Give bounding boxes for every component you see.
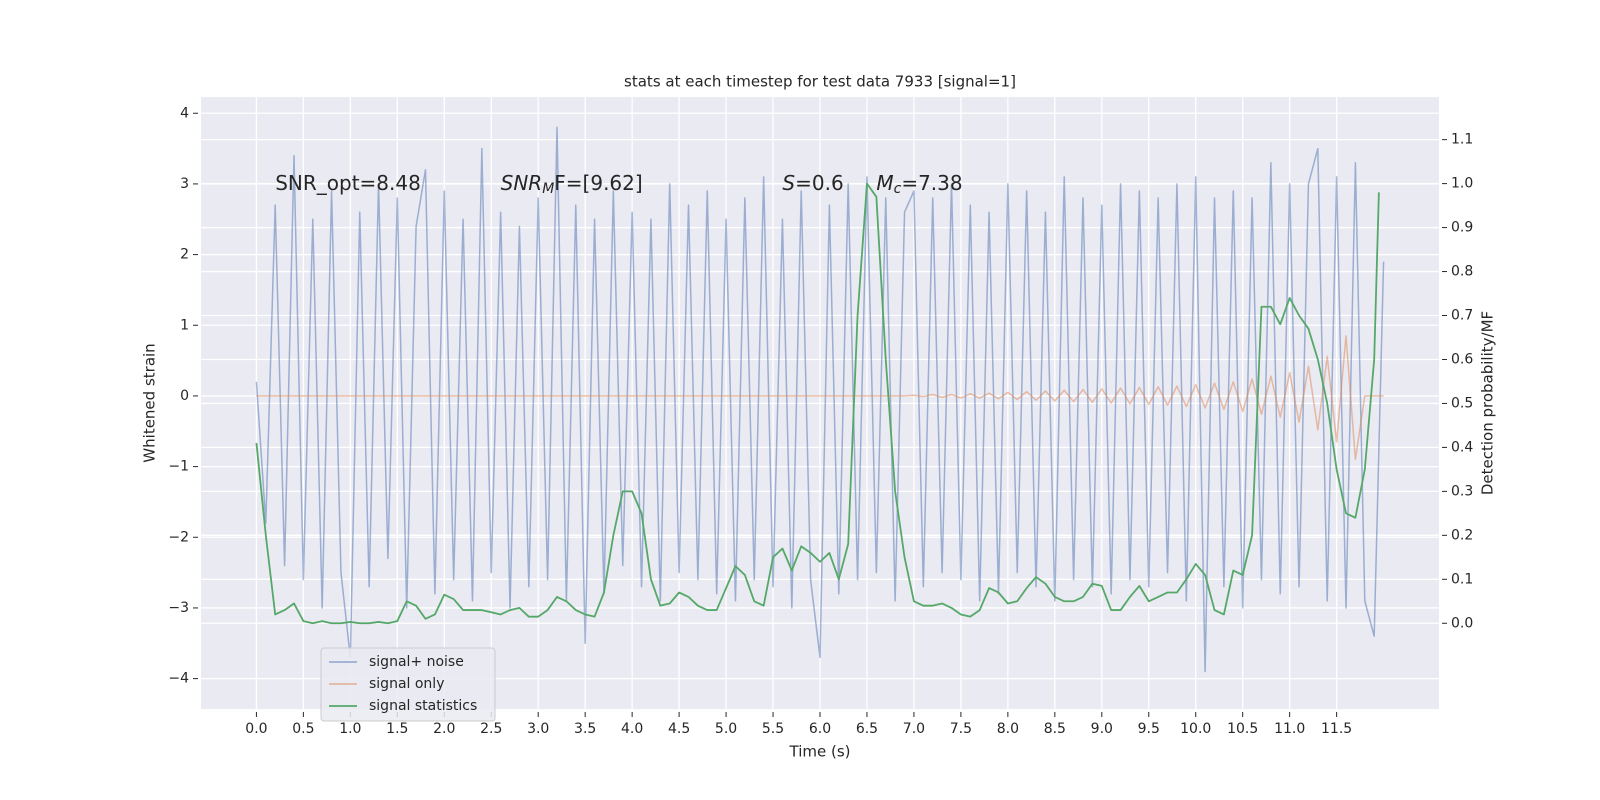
y-tick-label: 4 (180, 105, 189, 121)
y2-tick-label: 1.0 (1451, 176, 1473, 192)
y2-tick-label: 0.9 (1451, 220, 1473, 236)
y2-tick-label: 0.6 (1451, 351, 1473, 367)
chart-title: stats at each timestep for test data 793… (624, 73, 1016, 91)
y2-tick-label: 0.1 (1451, 571, 1473, 587)
y2-tick-label: 1.1 (1451, 132, 1473, 148)
x-tick-label: 6.0 (809, 721, 831, 737)
x-tick-label: 7.0 (903, 721, 925, 737)
legend-box (320, 647, 496, 722)
y-tick-label: 0 (180, 388, 189, 404)
y-tick-label: −4 (168, 671, 189, 687)
x-tick-label: 9.0 (1091, 721, 1113, 737)
x-tick-label: 10.0 (1180, 721, 1211, 737)
y-axis-label: Whitened strain (141, 343, 159, 462)
x-tick-label: 2.5 (480, 721, 502, 737)
y2-tick-label: 0.5 (1451, 395, 1473, 411)
annotation-text: =7.38 (901, 170, 962, 194)
legend-label: signal only (369, 676, 444, 692)
x-tick-label: 4.0 (621, 721, 643, 737)
x-tick-label: 11.0 (1274, 721, 1305, 737)
x-tick-label: 3.0 (527, 721, 549, 737)
series-line (255, 126, 1385, 673)
x-tick-label: 3.5 (574, 721, 596, 737)
y-tick-label: 3 (180, 176, 189, 192)
series-line (256, 335, 1384, 461)
x-tick-label: 1.5 (386, 721, 408, 737)
annotation: S=0.6 (782, 170, 843, 194)
x-tick-label: 5.5 (762, 721, 784, 737)
y-tick-label: −2 (168, 529, 189, 545)
annotation: SNR_opt=8.48 (275, 170, 421, 194)
x-tick-label: 8.0 (997, 721, 1019, 737)
x-tick-label: 9.5 (1138, 721, 1160, 737)
y-tick-label: −3 (168, 600, 189, 616)
annotation-italic: SNR (501, 170, 543, 194)
y-tick-label: −1 (168, 459, 189, 475)
annotation: Mc=7.38 (876, 170, 962, 197)
y-tick-label: 1 (180, 317, 189, 333)
y2-tick-label: 0.0 (1451, 615, 1473, 631)
x-tick-label: 6.5 (856, 721, 878, 737)
annotation-sub: c (894, 181, 902, 197)
x-tick-label: 2.0 (433, 721, 455, 737)
legend-label: signal statistics (369, 698, 477, 714)
y2-tick-label: 0.7 (1451, 308, 1473, 324)
y-tick-label: 2 (180, 247, 189, 263)
annotation-text: =0.6 (795, 170, 844, 194)
y2-axis-label: Detection probability/MF (1479, 311, 1497, 495)
annotation-italic: M (876, 170, 893, 194)
x-tick-label: 10.5 (1227, 721, 1258, 737)
y2-tick-label: 0.4 (1451, 439, 1473, 455)
y2-tick-label: 0.3 (1451, 483, 1473, 499)
annotation-italic: S (782, 170, 795, 194)
x-tick-label: 5.0 (715, 721, 737, 737)
x-tick-label: 1.0 (339, 721, 361, 737)
y2-tick-label: 0.2 (1451, 527, 1473, 543)
x-tick-label: 8.5 (1044, 721, 1066, 737)
annotation-text: F=[9.62] (554, 170, 642, 194)
y2-tick-label: 0.8 (1451, 264, 1473, 280)
x-tick-label: 0.5 (292, 721, 314, 737)
x-tick-label: 11.5 (1321, 721, 1352, 737)
annotation: SNRMF=[9.62] (501, 170, 643, 197)
series-line (255, 182, 1380, 625)
x-tick-label: 0.0 (245, 721, 267, 737)
annotation-sub: M (542, 181, 554, 197)
x-tick-label: 4.5 (668, 721, 690, 737)
x-tick-label: 7.5 (950, 721, 972, 737)
x-axis-label: Time (s) (789, 743, 851, 761)
legend-label: signal+ noise (369, 654, 464, 670)
annotation-text: SNR_opt=8.48 (275, 170, 421, 194)
